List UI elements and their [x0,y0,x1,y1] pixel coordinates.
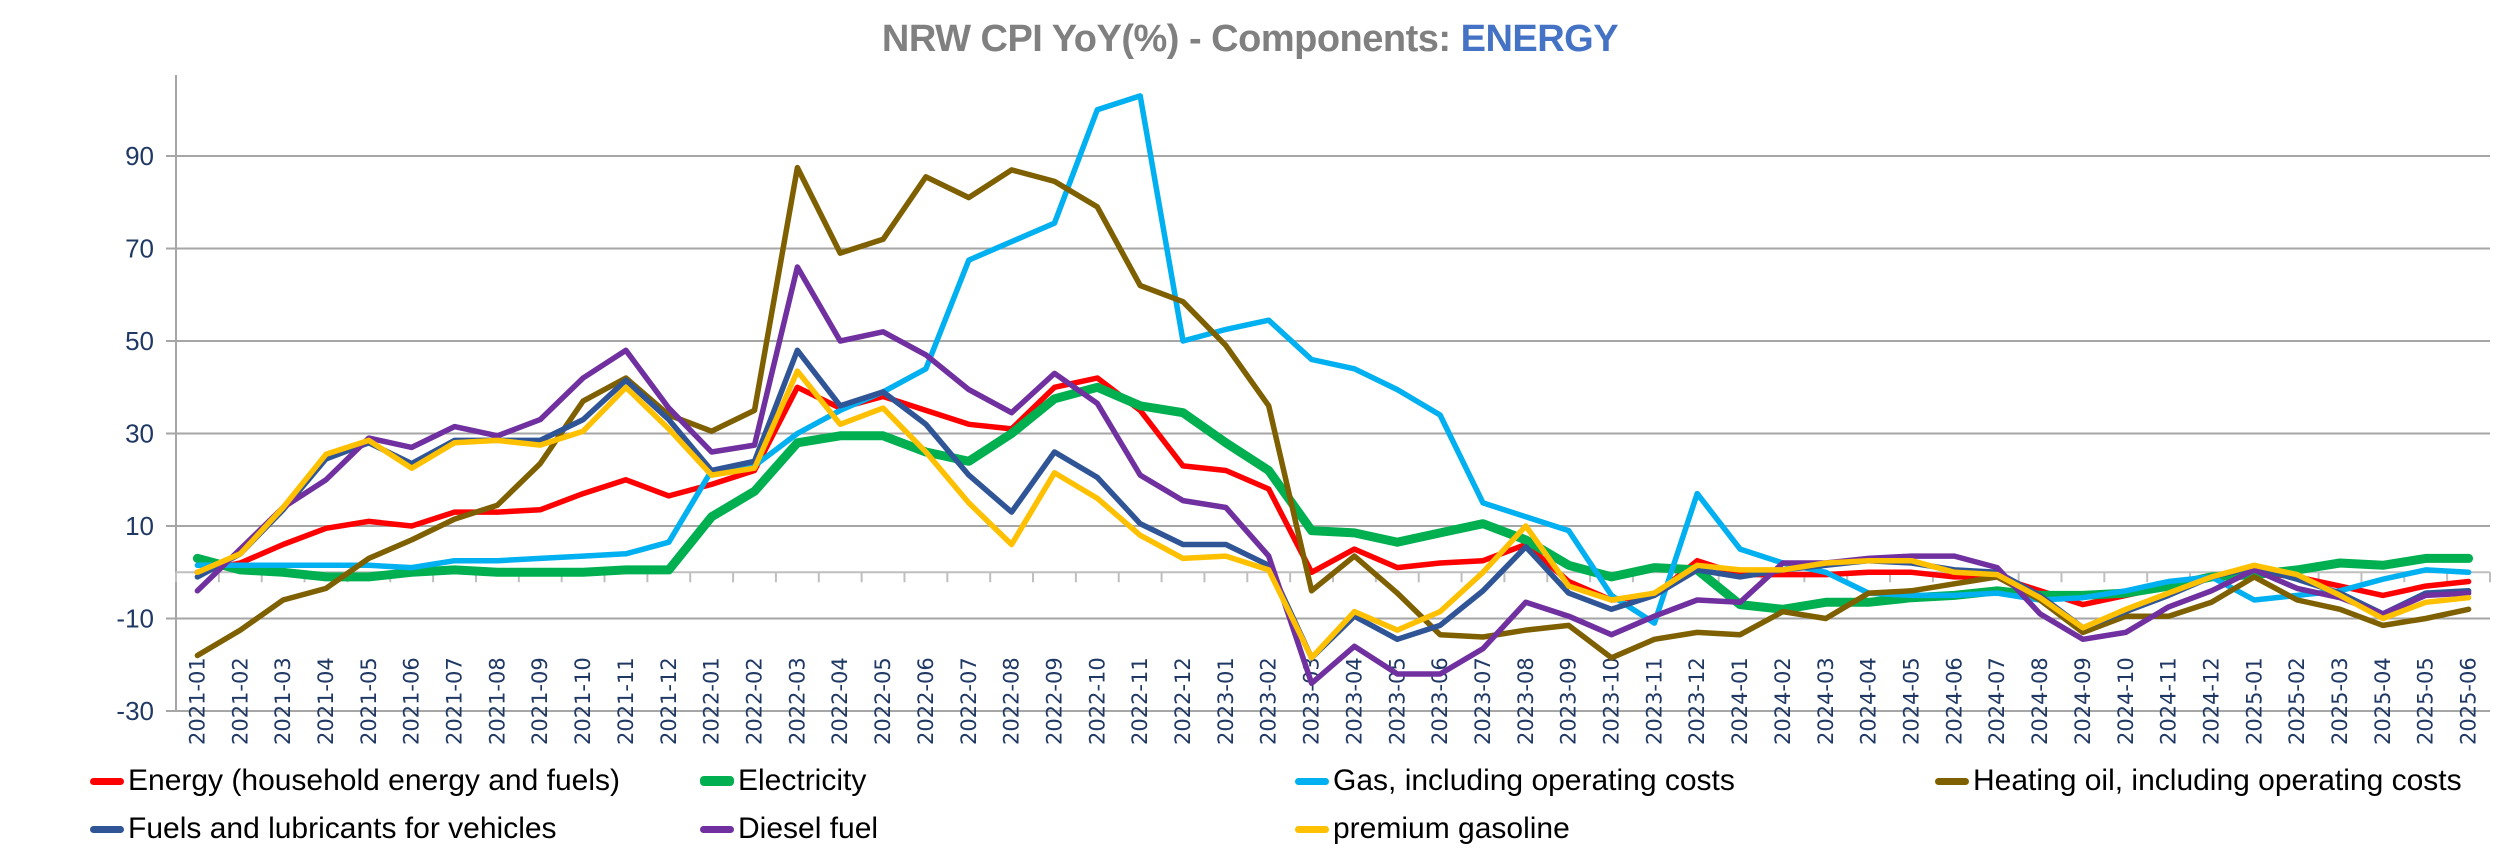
x-tick-label: 2024-08 [2028,657,2052,745]
legend-item[interactable]: premium gasoline [1295,812,1570,846]
series-line-0 [194,375,2472,608]
x-tick-label: 2021-12 [657,657,681,745]
x-tick-label: 2025-06 [2457,657,2481,745]
x-tick-label: 2024-07 [1985,657,2009,745]
x-tick-label: 2021-03 [271,657,295,745]
legend-label: Fuels and lubricants for vehicles [128,812,557,845]
legend-item[interactable]: Energy (household energy and fuels) [90,764,620,798]
x-tick-label: 2025-03 [2328,657,2352,745]
x-tick-label: 2024-01 [1728,657,1752,745]
x-tick-label: 2021-06 [400,657,424,745]
x-tick-label: 2023-07 [1471,657,1495,745]
x-tick-label: 2022-04 [828,657,852,745]
x-tick-label: 2022-06 [914,657,938,745]
legend-label: premium gasoline [1333,812,1570,845]
legend-label: Heating oil, including operating costs [1973,764,2462,797]
x-tick-label: 2023-02 [1257,657,1281,745]
x-tick-label: 2021-10 [571,657,595,745]
x-tick-label: 2025-05 [2414,657,2438,745]
x-tick-label: 2023-08 [1514,657,1538,745]
series-line-4 [194,347,2472,661]
x-tick-label: 2024-09 [2071,657,2095,745]
legend-item[interactable]: Fuels and lubricants for vehicles [90,812,557,846]
x-tick-label: 2024-04 [1857,657,1881,745]
x-tick-label: 2023-10 [1600,657,1624,745]
x-tick-label: 2022-12 [1171,657,1195,745]
x-tick-label: 2022-01 [700,657,724,745]
legend-item[interactable]: Diesel fuel [700,812,878,846]
x-tick-label: 2023-04 [1342,657,1366,745]
x-tick-label: 2022-11 [1128,657,1152,745]
legend-swatch [1295,777,1329,785]
chart-title: NRW CPI YoY(%) - Components: ENERGY [0,18,2500,61]
x-tick-label: 2023-03 [1300,657,1324,745]
x-tick-label: 2024-10 [2114,657,2138,745]
series-line-5 [194,264,2472,687]
x-tick-label: 2022-08 [1000,657,1024,745]
y-tick-label: 70 [125,234,154,264]
gridlines [166,155,2490,712]
series-lines [192,93,2474,687]
legend-label: Diesel fuel [738,812,879,845]
x-tick-label: 2022-09 [1042,657,1066,745]
legend-swatch [90,777,124,785]
chart-title-text: NRW CPI YoY(%) - Components: [881,18,1461,60]
legend-item[interactable]: Heating oil, including operating costs [1935,764,2462,798]
series-line-3 [194,164,2472,661]
x-tick-label: 2025-04 [2371,657,2395,745]
x-tick-label: 2021-04 [314,657,338,745]
series-line-6 [194,368,2472,661]
y-tick-label: 30 [125,419,154,449]
legend-item[interactable]: Gas, including operating costs [1295,764,1735,798]
x-tick-label: 2021-01 [185,657,209,745]
x-tick-label: 2021-08 [485,657,509,745]
x-tick-label: 2022-07 [957,657,981,745]
x-tick-label: 2023-12 [1685,657,1709,745]
x-tick-label: 2022-10 [1085,657,1109,745]
x-tick-label: 2021-05 [357,657,381,745]
y-tick-label: -10 [116,604,154,634]
x-tick-label: 2021-02 [228,657,252,745]
x-tick-label: 2023-09 [1557,657,1581,745]
chart-title-accent: ENERGY [1460,18,1619,60]
x-tick-label: 2022-02 [743,657,767,745]
y-tick-label: -30 [116,696,154,726]
x-tick-label: 2025-01 [2242,657,2266,745]
x-tick-label: 2021-11 [614,657,638,745]
legend-swatch [1935,777,1969,785]
x-tick-label: 2021-09 [528,657,552,745]
x-tick-label: 2024-06 [1942,657,1966,745]
y-tick-label: 90 [125,141,154,171]
x-tick-label: 2023-11 [1642,657,1666,745]
legend-swatch [700,776,734,786]
x-axis-ticks: 2021-01 2021-02 2021-03 2021-04 2021-05 2021-… [185,657,2480,745]
x-tick-label: 2024-12 [2199,657,2223,745]
x-tick-label: 2021-07 [443,657,467,745]
y-axis-ticks: -30 -10 10 30 50 70 90 [116,141,154,726]
x-tick-label: 2024-03 [1814,657,1838,745]
x-tick-label: 2022-05 [871,657,895,745]
y-tick-label: 10 [125,511,154,541]
x-tick-label: 2024-11 [2157,657,2181,745]
x-tick-label: 2022-03 [785,657,809,745]
y-tick-label: 50 [125,326,154,356]
legend-label: Electricity [738,764,867,797]
series-line-2 [194,93,2472,626]
legend-swatch [90,825,124,833]
x-tick-label: 2023-01 [1214,657,1238,745]
x-tick-label: 2025-02 [2285,657,2309,745]
x-tick-label: 2024-05 [1900,657,1924,745]
legend-swatch [700,825,734,833]
legend-swatch [1295,825,1329,833]
x-tick-label: 2024-02 [1771,657,1795,745]
legend-label: Energy (household energy and fuels) [128,764,620,797]
legend-item[interactable]: Electricity [700,764,866,798]
legend-label: Gas, including operating costs [1333,764,1735,797]
